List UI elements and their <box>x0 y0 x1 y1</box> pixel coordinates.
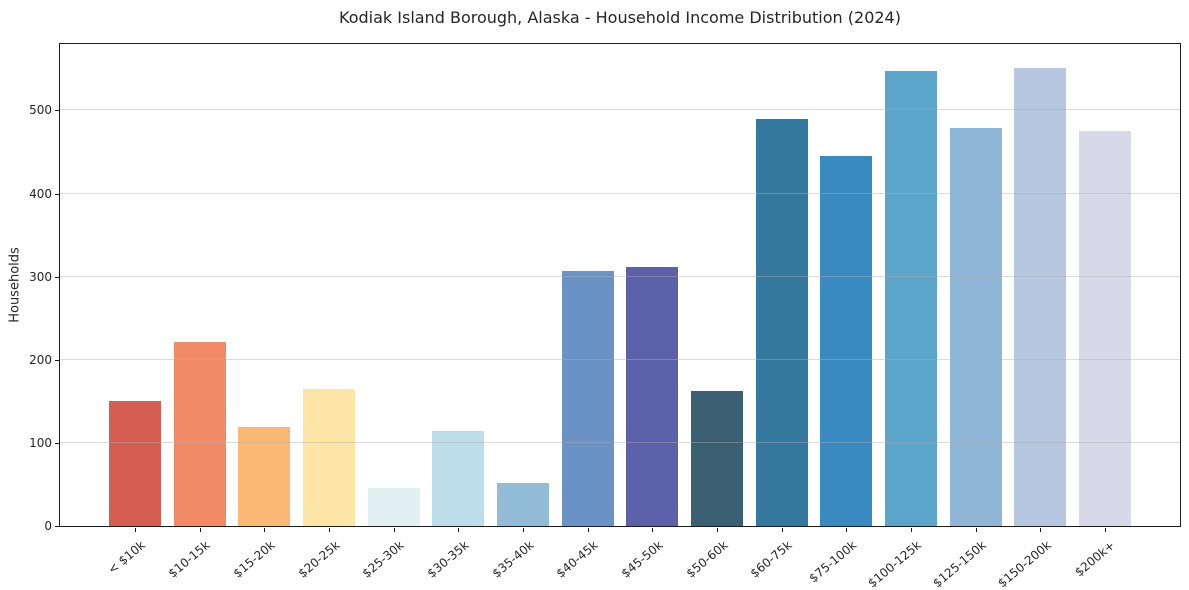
x-tick-mark <box>781 528 783 532</box>
x-tick-mark <box>975 528 977 532</box>
bar-$35-40k <box>497 482 549 526</box>
gridline-200 <box>60 358 1180 360</box>
bar-$100-125k <box>885 71 937 526</box>
gridline-100 <box>60 441 1180 443</box>
gridline-500 <box>60 109 1180 111</box>
bar-$150-200k <box>1014 68 1067 526</box>
y-tick-mark <box>55 526 59 527</box>
x-tick-mark <box>393 528 395 532</box>
y-tick-label: 500 <box>29 103 52 118</box>
bar-$20-25k <box>303 388 355 526</box>
bar-$45-50k <box>626 266 679 526</box>
x-tick-mark <box>652 528 654 532</box>
x-tick-mark <box>911 528 912 532</box>
bar-$125-150k <box>949 127 1002 526</box>
x-tick-label: $200k+ <box>1072 538 1118 580</box>
bar-$30-35k <box>432 431 485 526</box>
x-tick-mark <box>264 528 266 532</box>
x-tick-mark <box>199 528 201 532</box>
y-tick-label: 400 <box>29 186 52 201</box>
y-tick-mark <box>55 276 59 278</box>
y-tick-label: 0 <box>44 519 52 533</box>
bar-$200k+ <box>1079 131 1131 526</box>
x-tick-mark <box>1105 528 1106 532</box>
y-tick-label: 200 <box>29 352 52 367</box>
y-tick-label: 100 <box>29 435 52 450</box>
x-tick-mark <box>587 528 589 532</box>
x-tick-mark <box>523 528 524 532</box>
y-tick-mark <box>55 110 59 112</box>
bar-$25-30k <box>367 487 420 526</box>
bars-layer <box>60 44 1180 526</box>
x-tick-mark <box>717 528 718 532</box>
x-tick-mark <box>458 528 460 532</box>
bar-$10-15k <box>173 341 226 526</box>
bar-$60-75k <box>755 118 808 526</box>
bar-$75-100k <box>820 156 873 526</box>
y-axis-label: Households <box>7 247 23 323</box>
chart-title: Kodiak Island Borough, Alaska - Househol… <box>339 8 901 27</box>
bar-$40-45k <box>561 270 614 526</box>
x-tick-mark <box>846 528 848 532</box>
x-tick-label-holder: $200k+ <box>0 534 1118 579</box>
y-tick-label: 300 <box>29 269 52 284</box>
y-tick-mark <box>55 193 59 195</box>
gridline-400 <box>60 192 1180 194</box>
gridline-300 <box>60 275 1180 277</box>
plot-area <box>59 43 1181 527</box>
x-tick-mark <box>329 528 330 532</box>
y-tick-mark <box>55 442 59 444</box>
y-tick-mark <box>55 359 59 361</box>
bar-< $10k <box>109 401 161 526</box>
x-tick-mark <box>135 528 136 532</box>
bar-$50-60k <box>691 390 743 526</box>
x-tick-mark <box>1040 528 1042 532</box>
bar-$15-20k <box>238 427 291 526</box>
